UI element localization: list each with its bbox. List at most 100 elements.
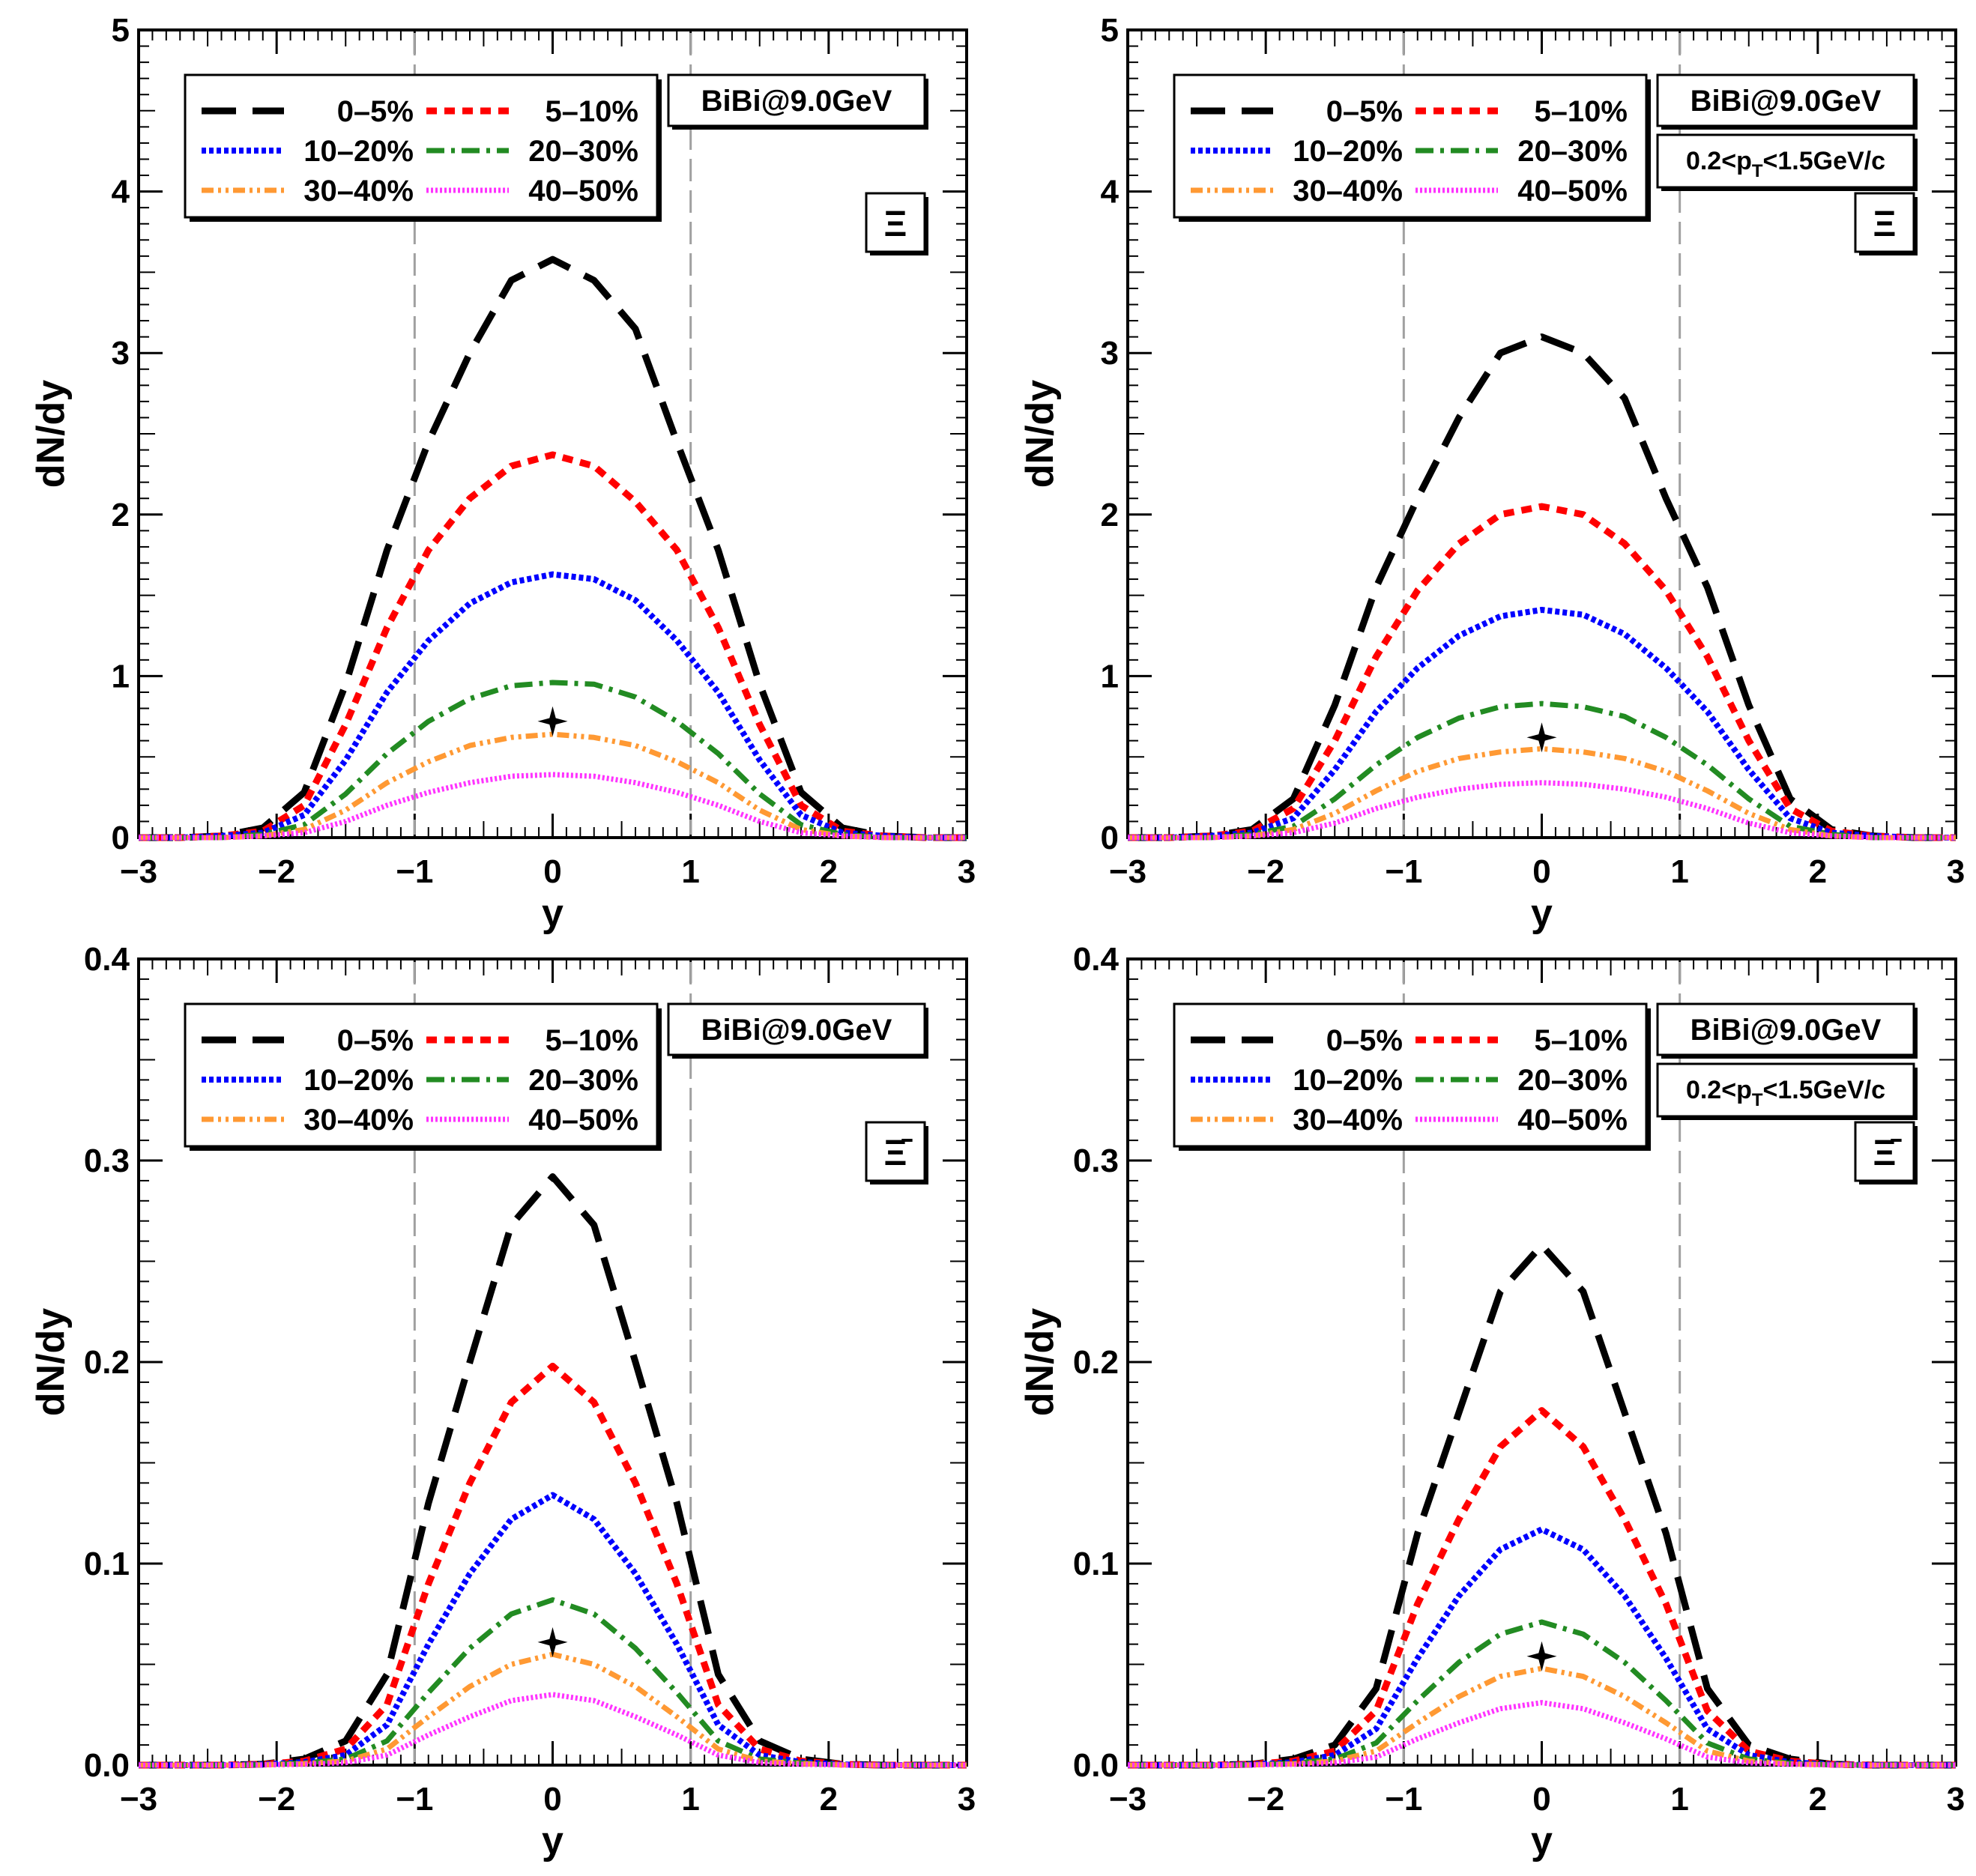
- x-tick-label: 3: [958, 1781, 976, 1818]
- legend-label: 10–20%: [1293, 1064, 1403, 1097]
- particle-label: Ξ: [1873, 205, 1897, 244]
- star-marker: [537, 1627, 568, 1657]
- legend-label: 20–30%: [1517, 1064, 1628, 1097]
- legend-label: 40–50%: [528, 1104, 638, 1137]
- x-tick-label: −1: [1385, 853, 1422, 890]
- collision-label: BiBi@9.0GeV: [701, 85, 892, 118]
- y-tick-label: 3: [112, 335, 130, 372]
- particle-label-box: [1854, 192, 1915, 253]
- particle-label: Ξ: [884, 205, 907, 244]
- y-tick-label: 0: [112, 820, 130, 856]
- x-tick-label: 2: [820, 853, 838, 890]
- series-line-5-10%: [139, 451, 967, 841]
- collision-label: BiBi@9.0GeV: [1691, 85, 1882, 118]
- legend-label: 5–10%: [545, 95, 638, 128]
- x-tick-label: 1: [681, 853, 699, 890]
- x-tick-label: −2: [1247, 1781, 1284, 1818]
- series-line-20-30%: [1128, 1619, 1956, 1768]
- y-axis-label: dN/dy: [29, 380, 73, 488]
- panel-bottom-left: −3 −2 −1 0 1 2 3 0.0 0.1 0.2 0.3 0.4 y dN/dy 0–5% 5–10%…: [29, 941, 976, 1863]
- y-tick-label: 0: [1101, 820, 1119, 856]
- particle-label-box: [865, 192, 926, 253]
- series-line-10-20%: [1128, 1526, 1956, 1768]
- y-tick-label: 1: [112, 658, 130, 695]
- panel-top-right: −3 −2 −1 0 1 2 3 0 1 2 3 4 5 y dN/dy 0–5% 5–10% 10–20% 20–…: [1018, 12, 1965, 935]
- collision-label: BiBi@9.0GeV: [1691, 1014, 1882, 1047]
- x-tick-label: −3: [1109, 1781, 1146, 1818]
- legend-label: 30–40%: [303, 1104, 414, 1137]
- legend-label: 30–40%: [1293, 175, 1403, 208]
- x-tick-label: 0: [1532, 1781, 1550, 1818]
- pt-label-box: [1656, 133, 1915, 189]
- legend-label: 10–20%: [1293, 135, 1403, 168]
- x-tick-label: −3: [1109, 853, 1146, 890]
- x-tick-label: 1: [1670, 1781, 1688, 1818]
- series-line-20-30%: [1128, 701, 1956, 841]
- pt-label-box: [1656, 1062, 1915, 1118]
- y-tick-label: 0.0: [84, 1747, 130, 1784]
- y-tick-label: 0.3: [1073, 1143, 1119, 1179]
- y-tick-label: 2: [112, 497, 130, 533]
- x-tick-label: −2: [258, 853, 295, 890]
- y-tick-label: 1: [1101, 658, 1119, 695]
- y-tick-label: 4: [112, 174, 130, 211]
- legend-label: 20–30%: [1517, 135, 1628, 168]
- y-tick-label: 4: [1101, 174, 1120, 211]
- legend-label: 5–10%: [545, 1024, 638, 1057]
- series-line-40-50%: [1128, 780, 1956, 841]
- x-tick-label: −2: [1247, 853, 1284, 890]
- legend: [1173, 73, 1648, 219]
- y-tick-label: 5: [1101, 12, 1119, 49]
- series-line-5-10%: [1128, 1407, 1956, 1769]
- x-tick-label: 3: [958, 853, 976, 890]
- y-tick-label: 3: [1101, 335, 1119, 372]
- x-tick-label: 0: [1532, 853, 1550, 890]
- y-tick-label: 0.1: [1073, 1546, 1119, 1582]
- series-line-10-20%: [139, 571, 967, 841]
- y-tick-label: 0.2: [84, 1344, 130, 1381]
- y-tick-label: 0.4: [1073, 941, 1120, 978]
- legend: [184, 73, 659, 219]
- pt-label: 0.2<pT<1.5GeV/c: [1686, 1076, 1885, 1110]
- series-line-10-20%: [1128, 607, 1956, 841]
- series-line-10-20%: [139, 1492, 967, 1768]
- series-line-40-50%: [139, 1692, 967, 1768]
- x-tick-label: −1: [396, 853, 433, 890]
- particle-label-box: [865, 1121, 926, 1182]
- legend-label: 20–30%: [528, 135, 638, 168]
- y-axis-label: dN/dy: [1018, 1308, 1062, 1417]
- series-line-5-10%: [1128, 503, 1956, 841]
- y-tick-label: 2: [1101, 497, 1119, 533]
- star-marker: [1526, 722, 1557, 753]
- legend-label: 5–10%: [1534, 1024, 1628, 1057]
- series-line-0-5%: [1128, 333, 1956, 841]
- x-tick-label: −3: [120, 1781, 157, 1818]
- legend-label: 10–20%: [303, 1064, 414, 1097]
- collision-label: BiBi@9.0GeV: [701, 1014, 892, 1047]
- legend-label: 20–30%: [528, 1064, 638, 1097]
- legend-label: 0–5%: [337, 95, 414, 128]
- legend-label: 0–5%: [337, 1024, 414, 1057]
- x-tick-label: 2: [1809, 1781, 1827, 1818]
- x-tick-label: −1: [1385, 1781, 1422, 1818]
- x-tick-label: 3: [1947, 853, 1965, 890]
- panel-bottom-right: −3 −2 −1 0 1 2 3 0.0 0.1 0.2 0.3 0.4 y dN/dy 0–5% 5–10%…: [1018, 941, 1965, 1863]
- legend-label: 30–40%: [1293, 1104, 1403, 1137]
- x-tick-label: −3: [120, 853, 157, 890]
- x-tick-label: 0: [543, 1781, 561, 1818]
- x-tick-label: −2: [258, 1781, 295, 1818]
- panel-top-left: −3 −2 −1 0 1 2 3 0 1 2 3 4 5 y dN/dy 0–5% 5–10% 10–20% 20–…: [29, 12, 976, 935]
- legend-label: 40–50%: [1517, 175, 1628, 208]
- legend-label: 30–40%: [303, 175, 414, 208]
- series-line-0-5%: [139, 255, 967, 841]
- y-tick-label: 0.3: [84, 1143, 130, 1179]
- x-tick-label: 2: [1809, 853, 1827, 890]
- x-axis-label: y: [542, 892, 564, 935]
- series-line-20-30%: [139, 1597, 967, 1768]
- legend-label: 40–50%: [528, 175, 638, 208]
- pt-label: 0.2<pT<1.5GeV/c: [1686, 147, 1885, 181]
- collision-label-box: [1656, 1002, 1915, 1056]
- y-axis-label: dN/dy: [29, 1308, 73, 1417]
- legend-label: 5–10%: [1534, 95, 1628, 128]
